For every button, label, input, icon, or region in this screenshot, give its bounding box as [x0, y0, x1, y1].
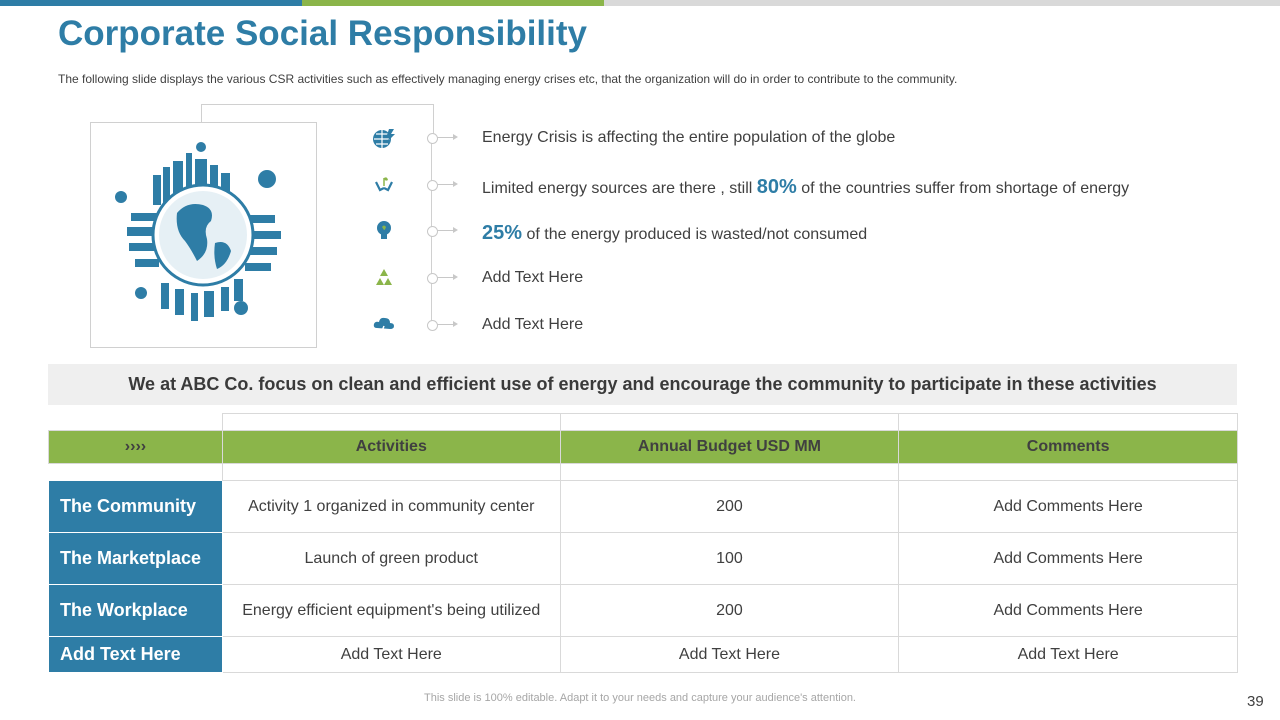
lightbulb-icon — [370, 219, 398, 243]
storm-cloud-icon — [370, 313, 398, 337]
top-accent-bar — [0, 0, 1280, 6]
timeline-dot — [427, 180, 438, 191]
row-label: The Workplace — [48, 584, 223, 637]
arrow-head — [453, 227, 458, 233]
bullet-item: Energy Crisis is affecting the entire po… — [370, 126, 1170, 150]
activity-cell: Launch of green product — [221, 532, 561, 585]
bullet-text: Add Text Here — [482, 269, 584, 286]
activity-cell: Activity 1 organized in community center — [221, 480, 561, 533]
budget-cell: 200 — [559, 584, 900, 637]
table-row: Add Text Here Add Text Here Add Text Her… — [48, 636, 1238, 673]
arrow-head — [453, 181, 458, 187]
row-label: The Marketplace — [48, 532, 223, 585]
timeline-dot — [427, 320, 438, 331]
comment-cell: Add Text Here — [898, 636, 1238, 673]
highlight-percentage: 80% — [756, 176, 797, 198]
bullet-item: Add Text Here — [370, 313, 1170, 337]
bullet-text: Energy Crisis is affecting the entire po… — [482, 129, 896, 146]
arrow-head — [453, 321, 458, 327]
table-spacer-row — [49, 463, 1238, 481]
budget-cell: Add Text Here — [559, 636, 900, 673]
csr-activities-table: ›››› Activities Annual Budget USD MM Com… — [48, 413, 1238, 673]
bullet-text: Limited energy sources are there , still… — [482, 176, 1130, 198]
comment-cell: Add Comments Here — [898, 584, 1238, 637]
image-frame-back — [201, 104, 434, 135]
connector-arrow — [437, 137, 455, 138]
row-label: Add Text Here — [48, 636, 223, 673]
table-row: The Workplace Energy efficient equipment… — [48, 584, 1238, 637]
bullet-item: Limited energy sources are there , still… — [370, 173, 1170, 198]
globe-illustration-frame — [90, 122, 317, 348]
table-spacer-row — [49, 413, 1238, 431]
connector-arrow — [437, 230, 455, 231]
slide-title: Corporate Social Responsibility — [58, 14, 587, 53]
accent-segment-gray — [604, 0, 1280, 6]
arrow-head — [453, 274, 458, 280]
comment-cell: Add Comments Here — [898, 480, 1238, 533]
bullet-item: 25% of the energy produced is wasted/not… — [370, 219, 1170, 244]
table-header-row: ›››› Activities Annual Budget USD MM Com… — [48, 430, 1238, 464]
row-label: The Community — [48, 480, 223, 533]
table-row: The Community Activity 1 organized in co… — [48, 480, 1238, 533]
timeline-dot — [427, 133, 438, 144]
highlight-percentage: 25% — [482, 222, 523, 244]
connector-arrow — [437, 324, 455, 325]
arrow-head — [453, 134, 458, 140]
accent-segment-green — [302, 0, 604, 6]
slide-subtitle: The following slide displays the various… — [58, 72, 958, 86]
page-number: 39 — [1247, 693, 1264, 710]
timeline-dot — [427, 226, 438, 237]
timeline-dot — [427, 273, 438, 284]
footer-note: This slide is 100% editable. Adapt it to… — [424, 692, 856, 704]
bullet-text: Add Text Here — [482, 316, 584, 333]
bullet-item: Add Text Here — [370, 266, 1170, 290]
column-header-budget: Annual Budget USD MM — [559, 430, 900, 464]
globe-eco-city-icon — [115, 142, 281, 321]
connector-arrow — [437, 277, 455, 278]
connector-arrow — [437, 184, 455, 185]
activity-cell: Add Text Here — [221, 636, 561, 673]
header-marker-chevrons: ›››› — [48, 430, 223, 464]
column-header-comments: Comments — [898, 430, 1238, 464]
bullet-text: 25% of the energy produced is wasted/not… — [482, 222, 868, 244]
comment-cell: Add Comments Here — [898, 532, 1238, 585]
column-header-activities: Activities — [221, 430, 561, 464]
hands-plant-icon — [370, 173, 398, 197]
focus-statement-banner: We at ABC Co. focus on clean and efficie… — [48, 364, 1237, 405]
recycle-icon — [370, 266, 398, 290]
table-row: The Marketplace Launch of green product … — [48, 532, 1238, 585]
budget-cell: 200 — [559, 480, 900, 533]
budget-cell: 100 — [559, 532, 900, 585]
globe-energy-icon — [370, 126, 398, 150]
accent-segment-blue — [0, 0, 302, 6]
activity-cell: Energy efficient equipment's being utili… — [221, 584, 561, 637]
